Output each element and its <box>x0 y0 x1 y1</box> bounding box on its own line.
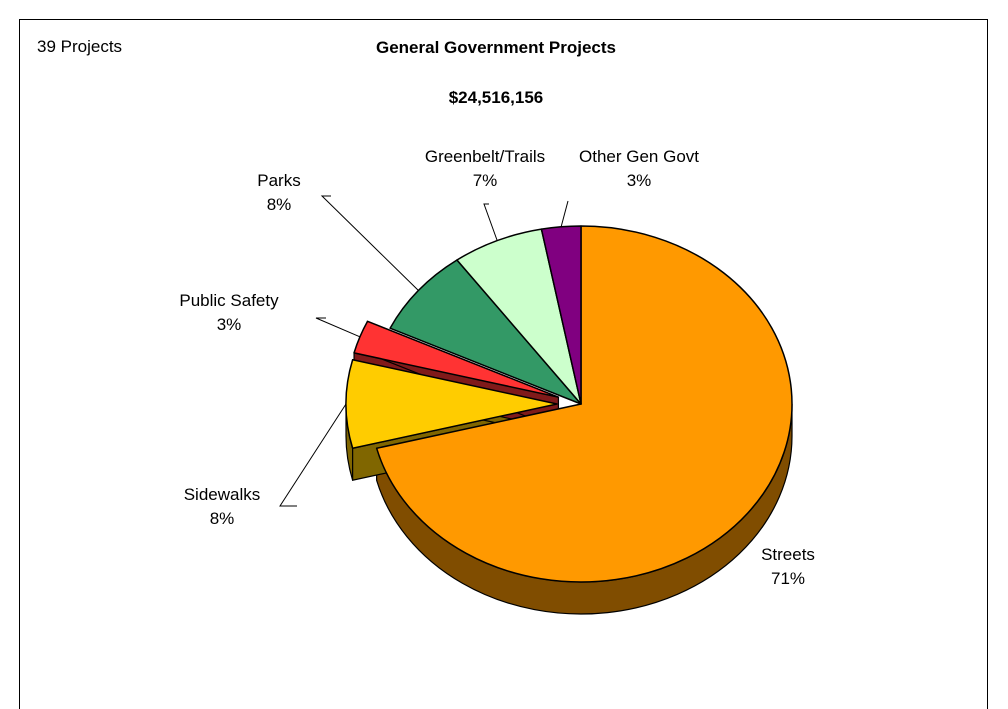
pie-slice-sidewalks <box>345 358 558 450</box>
project-count: 39 Projects <box>37 37 122 56</box>
pie-slice-parks <box>389 259 582 405</box>
pie-slice-streets <box>375 225 793 583</box>
slice-label-public-safety: Public Safety <box>179 291 279 310</box>
chart-title: General Government Projects <box>376 38 616 57</box>
pie-tops <box>345 225 793 583</box>
slice-percent-streets: 71% <box>771 569 805 588</box>
slice-label-streets: Streets <box>761 545 815 564</box>
pie-chart: Streets 71% Sidewalks 8% Public Safety 3% Park… <box>37 37 815 615</box>
leader-greenbelt-trails <box>483 203 498 241</box>
leader-parks <box>320 195 419 291</box>
leader-sidewalks <box>279 403 347 507</box>
chart-total: $24,516,156 <box>449 88 544 107</box>
slice-labels: Streets 71% Sidewalks 8% Public Safety 3% Park… <box>179 147 815 588</box>
slice-percent-sidewalks: 8% <box>210 509 235 528</box>
leader-other-gen-govt <box>560 200 569 227</box>
pie-slice-other-gen-govt <box>540 225 582 405</box>
slice-percent-public-safety: 3% <box>217 315 242 334</box>
slice-label-greenbelt-trails: Greenbelt/Trails <box>425 147 545 166</box>
slice-label-parks: Parks <box>257 171 300 190</box>
leader-public-safety <box>315 317 361 338</box>
slice-label-other-gen-govt: Other Gen Govt <box>579 147 699 166</box>
leader-lines <box>279 195 569 507</box>
slice-label-sidewalks: Sidewalks <box>184 485 261 504</box>
slice-percent-parks: 8% <box>267 195 292 214</box>
slice-percent-greenbelt-trails: 7% <box>473 171 498 190</box>
slice-percent-other-gen-govt: 3% <box>627 171 652 190</box>
